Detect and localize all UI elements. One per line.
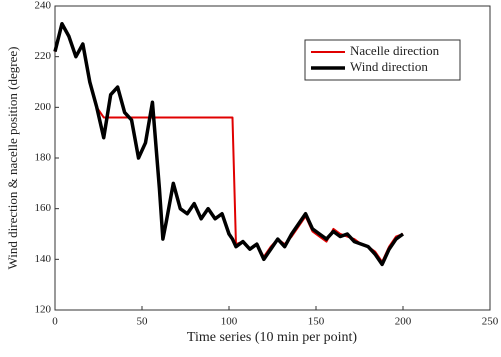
x-tick-label: 100: [221, 316, 238, 328]
y-tick-label: 200: [35, 101, 52, 113]
x-axis-label: Time series (10 min per point): [187, 330, 358, 345]
y-tick-label: 160: [35, 202, 52, 214]
y-tick-label: 220: [35, 50, 52, 62]
y-tick-label: 240: [35, 0, 52, 12]
y-tick-label: 120: [35, 304, 52, 316]
x-tick-label: 0: [52, 316, 58, 328]
y-tick-label: 140: [35, 253, 52, 265]
x-tick-label: 250: [482, 316, 499, 328]
line: [53, 21, 405, 267]
x-tick-label: 150: [308, 316, 325, 328]
legend-box: [304, 39, 461, 81]
legend-label: Nacelle direction: [350, 43, 440, 58]
x-tick-label: 50: [137, 316, 149, 328]
y-tick-label: 180: [35, 152, 52, 164]
x-tick-label: 200: [395, 316, 412, 328]
legend-label: Wind direction: [350, 59, 428, 74]
y-axis-label: Wind direction & nacelle position (degre…: [5, 47, 20, 270]
